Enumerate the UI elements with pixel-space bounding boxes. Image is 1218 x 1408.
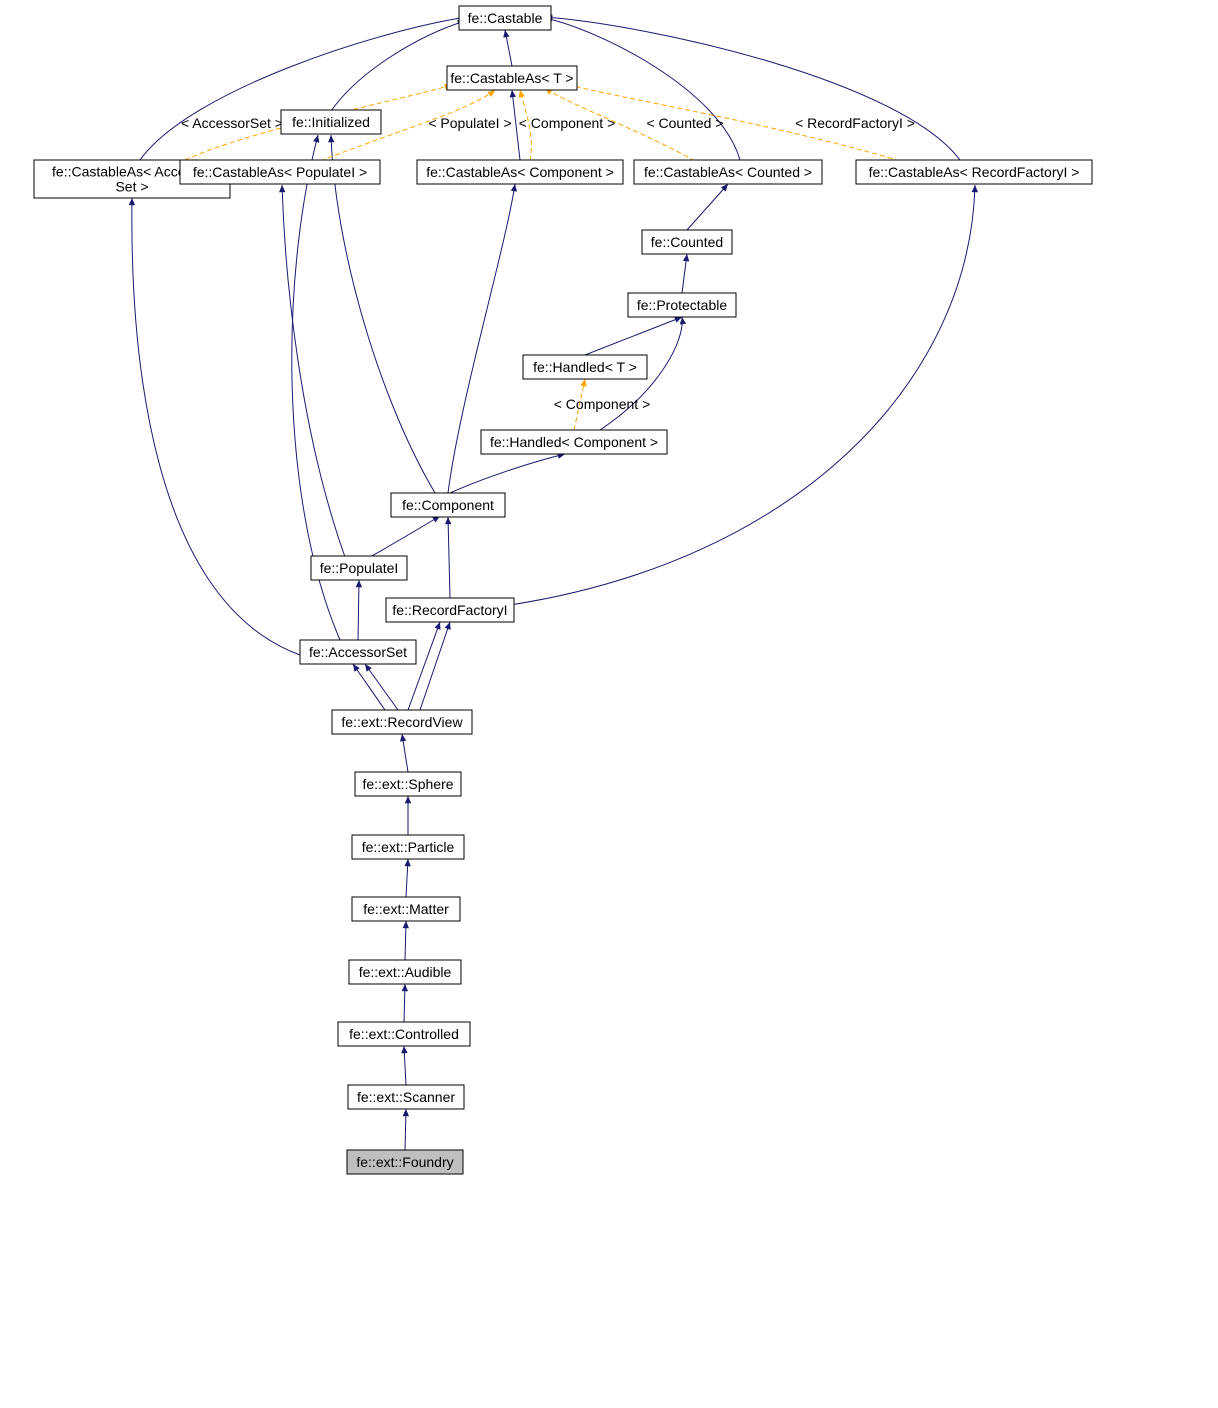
node-lbl_accessorset: < AccessorSet >: [181, 115, 283, 131]
node-matter[interactable]: fe::ext::Matter: [352, 897, 460, 921]
node-label-accessorset: fe::AccessorSet: [309, 644, 407, 660]
node-label-lbl_component: < Component >: [519, 115, 616, 131]
node-label-handled_component: fe::Handled< Component >: [490, 434, 658, 450]
node-label-foundry: fe::ext::Foundry: [356, 1154, 453, 1170]
node-handled_t[interactable]: fe::Handled< T >: [523, 355, 647, 379]
node-lbl_populatel: < PopulateI >: [428, 115, 511, 131]
node-label-castableas_t: fe::CastableAs< T >: [450, 70, 573, 86]
node-foundry[interactable]: fe::ext::Foundry: [347, 1150, 463, 1174]
node-castableas_recordf[interactable]: fe::CastableAs< RecordFactoryI >: [856, 160, 1092, 184]
node-label-castable: fe::Castable: [468, 10, 543, 26]
node-label-scanner: fe::ext::Scanner: [357, 1089, 455, 1105]
node-label-protectable: fe::Protectable: [637, 297, 727, 313]
node-recordview[interactable]: fe::ext::RecordView: [332, 710, 472, 734]
node-controlled[interactable]: fe::ext::Controlled: [338, 1022, 470, 1046]
node-populatel[interactable]: fe::PopulateI: [311, 556, 407, 580]
node-label-recordview: fe::ext::RecordView: [341, 714, 463, 730]
node-label-lbl_counted: < Counted >: [646, 115, 723, 131]
node-protectable[interactable]: fe::Protectable: [628, 293, 736, 317]
node-label-lbl_populatel: < PopulateI >: [428, 115, 511, 131]
node-castableas_populate[interactable]: fe::CastableAs< PopulateI >: [180, 160, 380, 184]
node-label-matter: fe::ext::Matter: [363, 901, 449, 917]
node-castableas_component[interactable]: fe::CastableAs< Component >: [417, 160, 623, 184]
node-label-counted: fe::Counted: [651, 234, 723, 250]
node-label-castableas_recordf: fe::CastableAs< RecordFactoryI >: [869, 164, 1080, 180]
node-label-castableas_component: fe::CastableAs< Component >: [426, 164, 614, 180]
node-label-initialized: fe::Initialized: [292, 114, 370, 130]
node-label-populatel: fe::PopulateI: [320, 560, 399, 576]
node-label-audible: fe::ext::Audible: [359, 964, 452, 980]
node-sphere[interactable]: fe::ext::Sphere: [355, 772, 461, 796]
node-accessorset[interactable]: fe::AccessorSet: [300, 640, 416, 664]
node-initialized[interactable]: fe::Initialized: [281, 110, 381, 134]
node-label-sphere: fe::ext::Sphere: [362, 776, 453, 792]
node-audible[interactable]: fe::ext::Audible: [349, 960, 461, 984]
node-label-lbl_recordfactoryi: < RecordFactoryI >: [795, 115, 915, 131]
node-label-lbl_component2: < Component >: [554, 396, 651, 412]
node-lbl_counted: < Counted >: [646, 115, 723, 131]
node-lbl_component2: < Component >: [554, 396, 651, 412]
node-label-castableas_counted: fe::CastableAs< Counted >: [644, 164, 812, 180]
node-label-lbl_accessorset: < AccessorSet >: [181, 115, 283, 131]
node-label-component: fe::Component: [402, 497, 494, 513]
node-recordfactoryi[interactable]: fe::RecordFactoryI: [386, 598, 514, 622]
node-handled_component[interactable]: fe::Handled< Component >: [481, 430, 667, 454]
node-scanner[interactable]: fe::ext::Scanner: [348, 1085, 464, 1109]
node-castableas_t[interactable]: fe::CastableAs< T >: [447, 66, 577, 90]
inheritance-diagram: fe::Castablefe::CastableAs< T >< Accesso…: [0, 0, 1218, 1408]
node-component[interactable]: fe::Component: [391, 493, 505, 517]
node-label-particle: fe::ext::Particle: [362, 839, 455, 855]
node-counted[interactable]: fe::Counted: [642, 230, 732, 254]
node-particle[interactable]: fe::ext::Particle: [352, 835, 464, 859]
node-castableas_counted[interactable]: fe::CastableAs< Counted >: [634, 160, 822, 184]
node-castable[interactable]: fe::Castable: [459, 6, 551, 30]
node-label-recordfactoryi: fe::RecordFactoryI: [392, 602, 507, 618]
node-label-handled_t: fe::Handled< T >: [533, 359, 637, 375]
node-label-castableas_populate: fe::CastableAs< PopulateI >: [193, 164, 367, 180]
node-lbl_component: < Component >: [519, 115, 616, 131]
node-lbl_recordfactoryi: < RecordFactoryI >: [795, 115, 915, 131]
node-label-controlled: fe::ext::Controlled: [349, 1026, 459, 1042]
node-label-castableas_accessor: Set >: [115, 179, 148, 195]
